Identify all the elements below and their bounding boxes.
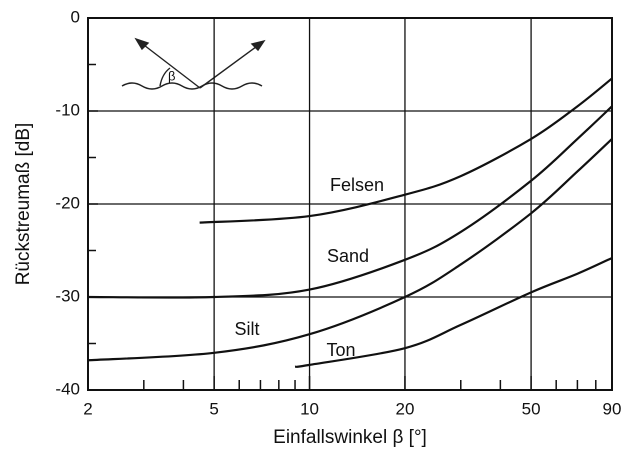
- series-label: Silt: [234, 319, 259, 339]
- y-tick-label: -40: [55, 379, 80, 398]
- x-tick-label: 2: [83, 399, 92, 418]
- x-axis-label: Einfallswinkel β [°]: [273, 427, 427, 448]
- x-tick-label: 5: [209, 399, 218, 418]
- y-tick-label: -20: [55, 193, 80, 212]
- chart: β Einfallswinkel β [°] Rückstreumaß [dB]…: [0, 0, 623, 452]
- series-label: Felsen: [330, 175, 384, 195]
- inset-label: β: [168, 68, 175, 83]
- series-label: Sand: [327, 246, 369, 266]
- y-tick-label: -10: [55, 100, 80, 119]
- x-tick-label: 20: [395, 399, 414, 418]
- x-tick-label: 50: [522, 399, 541, 418]
- y-tick-label: 0: [71, 7, 80, 26]
- x-tick-label: 10: [300, 399, 319, 418]
- y-tick-label: -30: [55, 286, 80, 305]
- x-tick-label: 90: [603, 399, 622, 418]
- series-label: Ton: [326, 340, 355, 360]
- y-axis-label: Rückstreumaß [dB]: [13, 123, 34, 286]
